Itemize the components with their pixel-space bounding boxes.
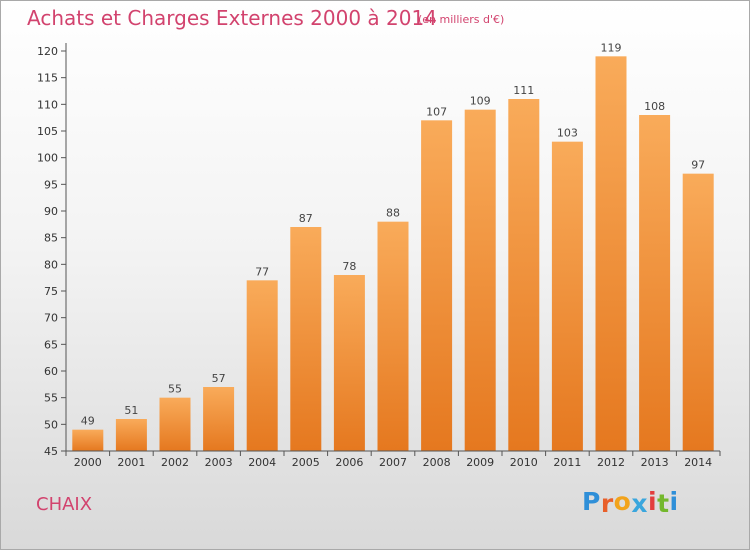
- bar: [246, 280, 278, 451]
- logo-letter: x: [631, 489, 648, 518]
- bar: [115, 419, 147, 451]
- logo-letter: i: [648, 487, 658, 516]
- y-tick-label: 50: [44, 418, 58, 431]
- bar: [595, 56, 627, 451]
- x-tick-label: 2002: [161, 456, 189, 469]
- y-tick-label: 90: [44, 205, 58, 218]
- proxiti-logo: Proxiti: [582, 487, 679, 518]
- bars: 49 51 55 57 77 87 78 88 107 109 111 103 119 108 97: [72, 41, 714, 452]
- y-tick-label: 65: [44, 338, 58, 351]
- y-tick-label: 100: [37, 152, 58, 165]
- logo-letter: r: [600, 489, 614, 518]
- y-tick-label: 120: [37, 45, 58, 58]
- bar-value-label: 51: [124, 404, 138, 417]
- logo-letter: i: [669, 487, 679, 516]
- x-tick-label: 2010: [510, 456, 538, 469]
- y-tick-label: 85: [44, 232, 58, 245]
- logo-letter: t: [657, 489, 670, 518]
- bar-value-label: 78: [342, 260, 356, 273]
- y-tick-label: 115: [37, 72, 58, 85]
- bar-value-label: 109: [470, 95, 491, 108]
- bar-value-label: 111: [513, 84, 534, 97]
- bar-value-label: 87: [299, 212, 313, 225]
- bar-value-label: 97: [691, 159, 705, 172]
- y-axis: 45 50 55 60 65 70 75 80 85 90 95 100 105 110 115 120: [37, 43, 67, 458]
- bar-value-label: 103: [557, 127, 578, 140]
- y-tick-label: 60: [44, 365, 58, 378]
- logo-letter: o: [613, 487, 632, 516]
- y-tick-label: 75: [44, 285, 58, 298]
- bar: [333, 275, 365, 451]
- place-label: CHAIX: [36, 494, 93, 515]
- x-tick-label: 2000: [74, 456, 102, 469]
- x-tick-label: 2009: [466, 456, 494, 469]
- y-tick-label: 110: [37, 98, 58, 111]
- bar-value-label: 77: [255, 265, 269, 278]
- bar: [682, 173, 714, 451]
- bar: [508, 99, 540, 451]
- logo-letter: P: [582, 487, 601, 516]
- bar: [421, 120, 453, 451]
- x-tick-label: 2014: [684, 456, 712, 469]
- y-tick-label: 95: [44, 178, 58, 191]
- x-tick-label: 2005: [292, 456, 320, 469]
- y-tick-label: 70: [44, 312, 58, 325]
- x-axis: 2000 2001 2002 2003 2004 2005 2006 2007 2008 2009…: [65, 450, 721, 469]
- x-tick-label: 2012: [597, 456, 625, 469]
- bar-value-label: 55: [168, 383, 182, 396]
- x-tick-label: 2008: [423, 456, 451, 469]
- chart-title: Achats et Charges Externes 2000 à 2014: [27, 6, 437, 30]
- y-tick-label: 80: [44, 258, 58, 271]
- y-tick-label: 105: [37, 125, 58, 138]
- bar: [159, 397, 191, 451]
- bar-value-label: 107: [426, 105, 447, 118]
- x-tick-label: 2004: [248, 456, 276, 469]
- bar-value-label: 88: [386, 207, 400, 220]
- bar-value-label: 57: [212, 372, 226, 385]
- x-tick-label: 2011: [553, 456, 581, 469]
- bar: [551, 141, 583, 451]
- y-tick-label: 45: [44, 445, 58, 458]
- bar: [377, 221, 409, 451]
- bar: [203, 387, 235, 451]
- x-tick-label: 2006: [335, 456, 363, 469]
- unit-label: (en milliers d'€): [418, 13, 505, 26]
- bar: [290, 227, 322, 451]
- bar: [464, 109, 496, 452]
- x-tick-label: 2007: [379, 456, 407, 469]
- y-tick-label: 55: [44, 392, 58, 405]
- x-tick-label: 2003: [205, 456, 233, 469]
- bar: [639, 115, 671, 451]
- x-tick-label: 2001: [117, 456, 145, 469]
- bar-value-label: 49: [81, 415, 95, 428]
- bar-value-label: 108: [644, 100, 665, 113]
- bar: [72, 429, 104, 451]
- bar-value-label: 119: [601, 41, 622, 54]
- x-tick-label: 2013: [641, 456, 669, 469]
